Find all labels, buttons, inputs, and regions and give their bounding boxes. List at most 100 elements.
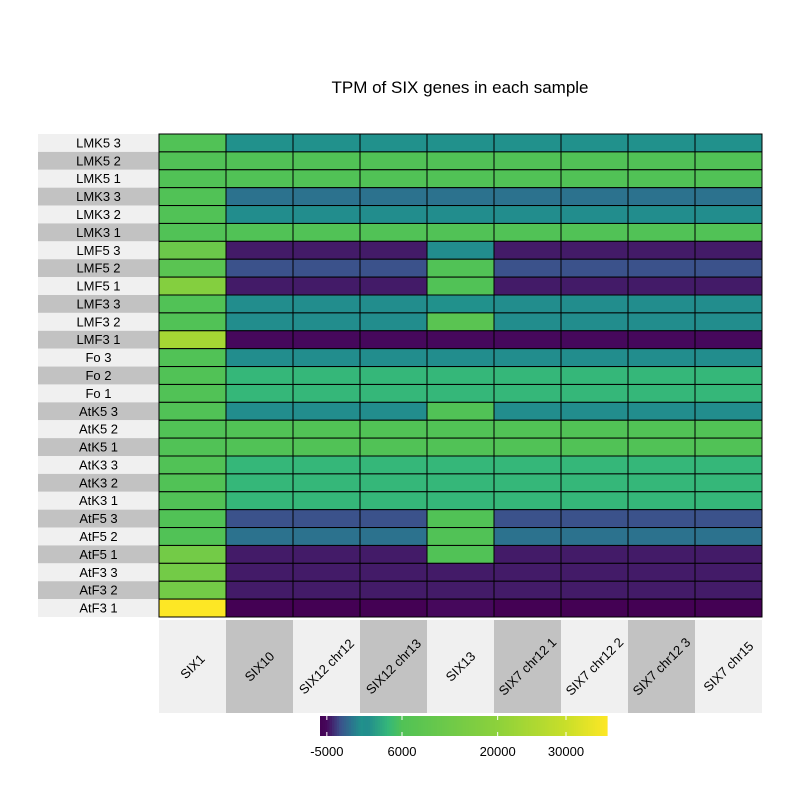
heatmap-cell <box>292 562 361 582</box>
row-label: LMK5 1 <box>76 171 121 186</box>
heatmap-cell <box>158 509 227 529</box>
heatmap-cell <box>225 580 294 600</box>
heatmap-cell <box>694 383 763 403</box>
colorbar-segment <box>511 716 515 736</box>
heatmap-cell <box>560 527 629 546</box>
colorbar-segment <box>525 716 529 736</box>
heatmap-cell <box>694 491 763 511</box>
colorbar-segment <box>327 716 331 736</box>
heatmap-cell <box>292 276 361 296</box>
heatmap-cell <box>694 366 763 385</box>
heatmap-cell <box>359 240 428 260</box>
heatmap-cell <box>292 222 361 242</box>
heatmap-cell <box>225 151 294 171</box>
colorbar-segment <box>453 716 457 736</box>
colorbar-segment <box>324 716 328 736</box>
row-label: LMF3 2 <box>76 314 120 329</box>
row-label: AtF5 1 <box>79 547 117 562</box>
colorbar-segment <box>573 716 577 736</box>
heatmap-cell <box>560 491 629 511</box>
heatmap-cell <box>225 169 294 189</box>
colorbar-segment <box>329 716 333 736</box>
heatmap-cell <box>560 258 629 278</box>
colorbar-segment <box>535 716 539 736</box>
heatmap-cell <box>359 527 428 546</box>
colorbar-segment <box>320 716 323 736</box>
colorbar-segment <box>499 716 503 736</box>
heatmap-cell <box>292 509 361 529</box>
heatmap-cell <box>493 455 562 475</box>
colorbar-segment <box>597 716 601 736</box>
heatmap-cell <box>694 473 763 493</box>
heatmap-cell <box>694 312 763 332</box>
colorbar-segment <box>358 716 362 736</box>
heatmap-cell <box>694 258 763 278</box>
colorbar-segment <box>556 716 560 736</box>
colorbar-segment <box>544 716 548 736</box>
heatmap-cell <box>225 562 294 582</box>
colorbar-segment <box>456 716 460 736</box>
row-label-bg <box>38 223 159 242</box>
colorbar-segment <box>547 716 551 736</box>
row-label: AtF5 2 <box>79 529 117 544</box>
heatmap-cell <box>493 276 562 296</box>
column-label-bg <box>226 620 293 713</box>
column-labels: SIX1 SIX10 SIX12 chr12 SIX12 chr13 SIX13 SIX7… <box>159 620 762 713</box>
heatmap-cell <box>493 258 562 278</box>
heatmap-cell <box>359 312 428 332</box>
heatmap-cell <box>560 509 629 529</box>
column-label-bg <box>695 620 762 713</box>
heatmap-cell <box>694 544 763 564</box>
row-label: Fo 2 <box>85 368 111 383</box>
heatmap-cell <box>225 455 294 475</box>
colorbar-segment <box>508 716 512 736</box>
heatmap-cell <box>694 598 763 618</box>
heatmap-cell <box>426 419 495 439</box>
heatmap-cell <box>426 473 495 493</box>
heatmap-cell <box>225 222 294 242</box>
heatmap-cell <box>627 169 696 189</box>
heatmap-cell <box>225 401 294 421</box>
row-label-bg <box>38 241 159 260</box>
colorbar-segment <box>561 716 565 736</box>
colorbar-segment <box>537 716 541 736</box>
colorbar-segment <box>401 716 405 736</box>
heatmap-cell <box>627 294 696 314</box>
heatmap-cells <box>158 133 763 618</box>
colorbar-segment <box>355 716 359 736</box>
heatmap-cell <box>158 366 227 385</box>
colorbar-segment <box>485 716 489 736</box>
colorbar-segment <box>439 716 443 736</box>
row-label-bg <box>38 384 159 403</box>
heatmap-cell <box>292 258 361 278</box>
colorbar-segment <box>458 716 462 736</box>
heatmap-cell <box>359 437 428 457</box>
heatmap-cell <box>694 330 763 350</box>
heatmap-cell <box>627 580 696 600</box>
heatmap-cell <box>225 294 294 314</box>
colorbar-segment <box>559 716 563 736</box>
colorbar-segment <box>585 716 589 736</box>
heatmap-cell <box>158 383 227 403</box>
row-label: Fo 3 <box>85 350 111 365</box>
heatmap-cell <box>158 437 227 457</box>
heatmap-cell <box>359 133 428 153</box>
colorbar-segment <box>386 716 390 736</box>
row-label-bg <box>38 563 159 582</box>
heatmap-cell <box>560 366 629 385</box>
colorbar-segment <box>403 716 407 736</box>
chart-title: TPM of SIX genes in each sample <box>331 78 588 97</box>
heatmap-cell <box>158 222 227 242</box>
heatmap-cell <box>426 258 495 278</box>
heatmap-cell <box>292 187 361 207</box>
colorbar-segment <box>489 716 493 736</box>
heatmap-cell <box>158 187 227 207</box>
colorbar-segment <box>331 716 335 736</box>
colorbar-segment <box>487 716 491 736</box>
heatmap-cell <box>493 222 562 242</box>
colorbar-segment <box>520 716 524 736</box>
row-label: AtK3 1 <box>79 493 118 508</box>
heatmap-cell <box>493 240 562 260</box>
heatmap-cell <box>493 187 562 207</box>
colorbar-segment <box>367 716 371 736</box>
